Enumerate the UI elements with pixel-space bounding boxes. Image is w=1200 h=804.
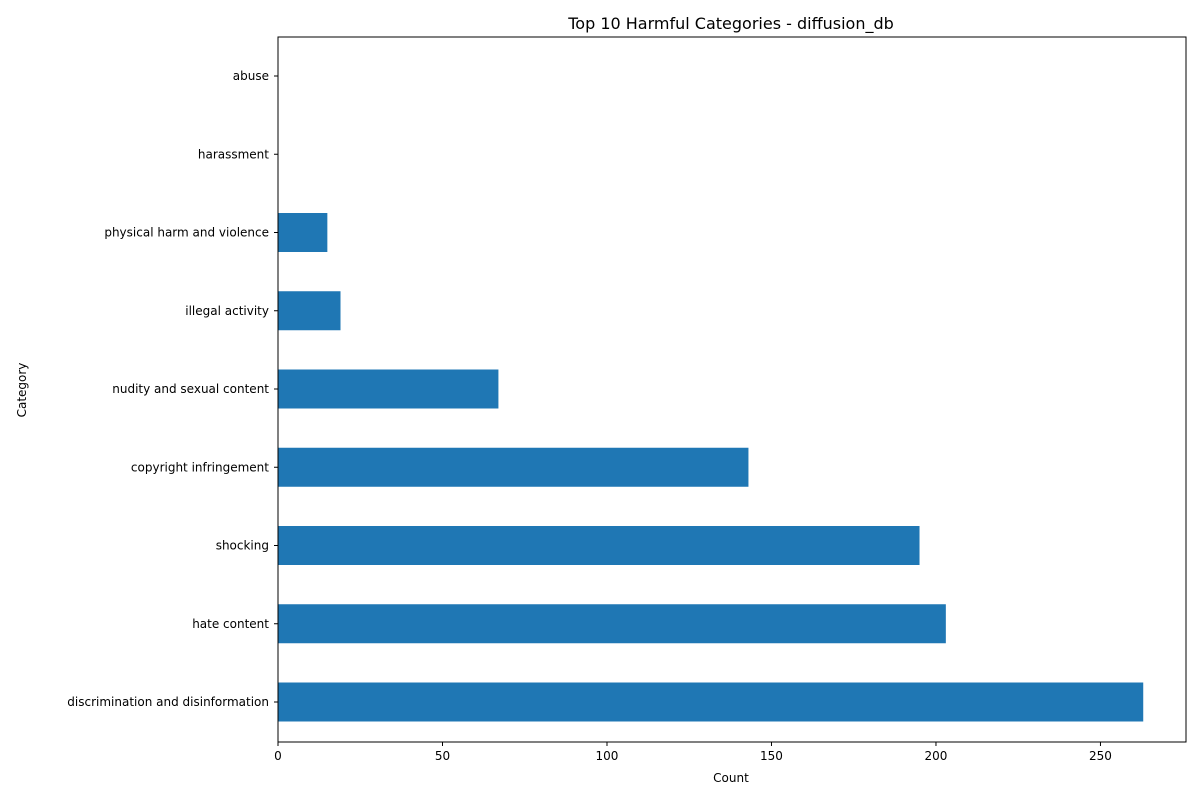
y-axis-ticks: discrimination and disinformation hate co… (67, 69, 278, 709)
x-axis-ticks: 0 50 100 150 200 250 (274, 742, 1112, 763)
bar (278, 291, 341, 331)
y-tick-label: shocking (216, 539, 269, 553)
plot-frame (277, 36, 1187, 743)
y-tick-label: physical harm and violence (104, 226, 269, 240)
y-tick-label: abuse (233, 69, 269, 83)
bars-group (278, 213, 1144, 722)
bar (278, 447, 749, 487)
x-tick-label: 50 (435, 749, 450, 763)
bar (278, 682, 1144, 722)
y-tick-label: nudity and sexual content (112, 382, 269, 396)
chart-title: Top 10 Harmful Categories - diffusion_db (567, 14, 894, 34)
x-tick-label: 100 (596, 749, 619, 763)
y-axis-label: Category (15, 363, 29, 418)
x-tick-label: 150 (760, 749, 783, 763)
x-axis-label: Count (713, 771, 749, 785)
bar (278, 604, 946, 644)
bar (278, 526, 920, 565)
bar (278, 213, 328, 252)
bar (278, 369, 499, 409)
y-tick-label: discrimination and disinformation (67, 695, 269, 709)
y-tick-label: copyright infringement (131, 460, 269, 474)
y-tick-label: harassment (198, 147, 269, 161)
x-tick-label: 200 (925, 749, 948, 763)
y-tick-label: illegal activity (185, 304, 269, 318)
x-tick-label: 250 (1089, 749, 1112, 763)
y-tick-label: hate content (192, 617, 269, 631)
x-tick-label: 0 (274, 749, 282, 763)
